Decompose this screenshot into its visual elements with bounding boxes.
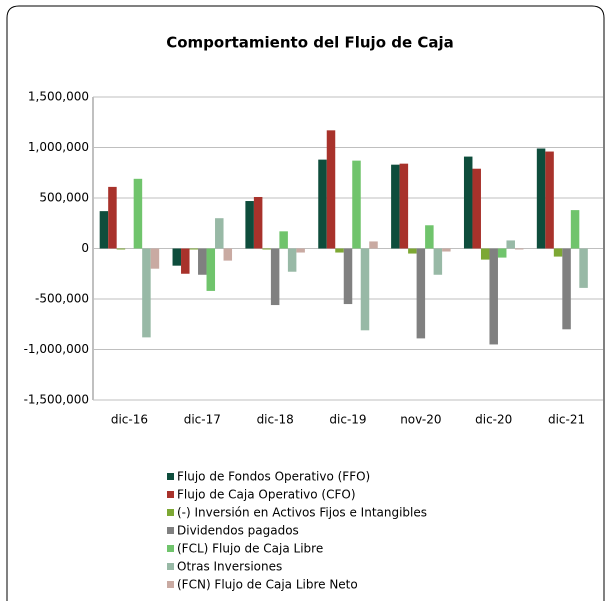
y-tick-label: -500,000: [35, 292, 89, 306]
bar: [108, 186, 117, 249]
bar: [287, 248, 297, 272]
bar: [116, 248, 126, 250]
bar: [553, 248, 563, 257]
bar: [480, 248, 490, 260]
bar: [570, 210, 580, 249]
legend-label: (FCN) Flujo de Caja Libre Neto: [177, 578, 358, 592]
bar: [536, 148, 546, 249]
y-tick-label: -1,500,000: [24, 393, 89, 407]
bar: [399, 163, 409, 249]
bar: [296, 248, 305, 253]
bar: [326, 130, 336, 249]
bar: [352, 160, 361, 249]
bar: [369, 241, 378, 249]
bar: [514, 248, 524, 250]
bar: [416, 248, 426, 339]
bar: [253, 196, 263, 249]
legend-label: Flujo de Fondos Operativo (FFO): [177, 470, 370, 484]
bar: [545, 151, 554, 249]
bar: [360, 248, 370, 331]
legend-swatch: [167, 527, 174, 534]
bar: [172, 248, 182, 266]
bar: [562, 248, 571, 330]
bar: [343, 248, 353, 305]
x-tick-label: dic-20: [475, 413, 512, 427]
legend-label: (-) Inversión en Activos Fijos e Intangi…: [177, 506, 427, 520]
bar: [206, 248, 216, 291]
y-tick-label: 500,000: [39, 191, 89, 205]
bar: [433, 248, 443, 275]
legend-swatch: [167, 545, 174, 552]
legend-swatch: [167, 509, 174, 516]
chart-frame: [6, 5, 605, 601]
bar: [279, 231, 288, 249]
bar: [262, 248, 271, 250]
bar: [245, 201, 254, 249]
bar: [150, 248, 160, 269]
bar: [391, 164, 400, 249]
x-tick-label: dic-17: [184, 413, 221, 427]
bar: [497, 248, 507, 258]
x-tick-label: nov-20: [400, 413, 441, 427]
x-tick-label: dic-19: [329, 413, 366, 427]
legend-label: (FCL) Flujo de Caja Libre: [177, 542, 323, 556]
bar: [489, 248, 498, 345]
x-tick-label: dic-16: [111, 413, 148, 427]
bar: [133, 178, 143, 249]
bar: [408, 248, 417, 254]
y-tick-label: -1,000,000: [24, 342, 89, 356]
x-tick-label: dic-18: [257, 413, 294, 427]
bar: [142, 248, 151, 338]
legend-label: Dividendos pagados: [177, 524, 299, 538]
legend-label: Otras Inversiones: [177, 560, 282, 574]
legend-swatch: [167, 491, 174, 498]
y-tick-label: 0: [81, 241, 89, 255]
legend-swatch: [167, 581, 174, 588]
bar: [463, 156, 473, 249]
bar: [425, 225, 434, 249]
legend-swatch: [167, 563, 174, 570]
bar: [215, 218, 224, 249]
bar: [442, 248, 451, 252]
bar: [99, 211, 109, 249]
bar: [189, 248, 199, 250]
legend-label: Flujo de Caja Operativo (CFO): [177, 488, 356, 502]
bar: [223, 248, 233, 261]
bar: [198, 248, 207, 275]
x-tick-label: dic-21: [548, 413, 585, 427]
bar: [318, 159, 327, 249]
y-tick-label: 1,500,000: [28, 90, 89, 104]
bar: [579, 248, 588, 288]
bar: [181, 248, 190, 274]
bar: [506, 240, 515, 249]
bar: [472, 168, 481, 249]
legend-swatch: [167, 473, 174, 480]
bar: [335, 248, 344, 253]
y-tick-label: 1,000,000: [28, 140, 89, 154]
chart-title: Comportamiento del Flujo de Caja: [166, 34, 454, 52]
bar: [270, 248, 280, 306]
